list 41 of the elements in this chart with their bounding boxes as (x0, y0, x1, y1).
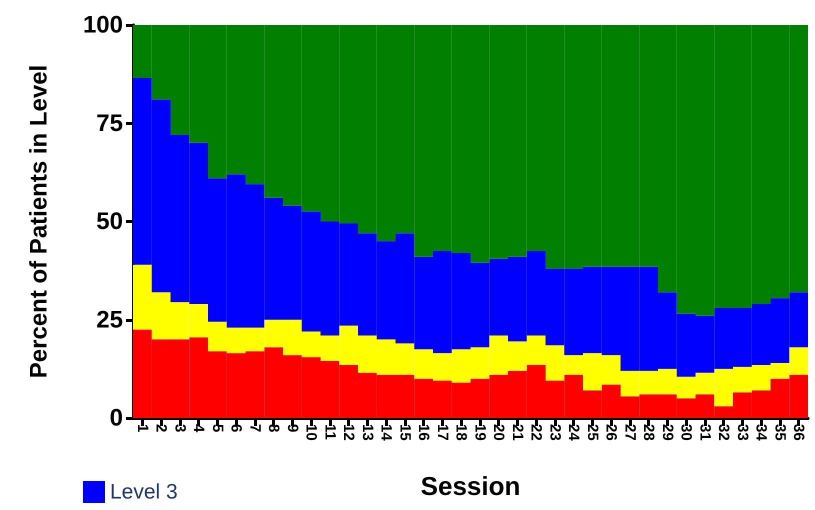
x-tick-label: 12 (340, 424, 358, 441)
x-tick-label: 26 (602, 424, 620, 441)
y-tick-label: 75 (96, 110, 123, 137)
x-tick-label: 11 (321, 424, 338, 440)
x-tick-label: 17 (434, 424, 451, 441)
x-tick-label: 15 (396, 424, 414, 441)
x-tick-label: 2 (152, 424, 170, 432)
x-tick-label: 34 (752, 424, 770, 442)
x-tick-label: 29 (658, 424, 676, 441)
x-tick-label: 10 (302, 424, 320, 441)
x-tick-label: 20 (490, 424, 508, 441)
x-tick-label: 5 (208, 424, 226, 432)
x-tick-label: 28 (640, 424, 658, 441)
legend-label: Level 3 (110, 480, 178, 504)
x-tick-label: 21 (508, 424, 526, 441)
x-tick-label: 33 (734, 424, 751, 441)
x-tick-label: 24 (565, 424, 582, 442)
x-tick-label: 30 (678, 424, 695, 441)
x-tick-label: 14 (378, 424, 395, 442)
x-axis-title: Session (420, 471, 520, 501)
y-tick-label: 0 (110, 404, 123, 432)
x-tick-label: 27 (621, 424, 638, 441)
x-tick-label: 3 (171, 424, 188, 432)
x-tick-label: 36 (790, 424, 808, 441)
x-tick-label: 25 (584, 424, 601, 441)
x-tick-label: 23 (546, 424, 564, 441)
x-tick-label: 18 (452, 424, 470, 441)
x-tick-label: 7 (246, 424, 264, 432)
x-tick-label: 19 (471, 424, 488, 441)
y-tick-label: 50 (96, 208, 123, 235)
y-tick-label: 25 (96, 306, 123, 334)
x-tick-label: 35 (771, 424, 788, 441)
x-tick-label: 13 (358, 424, 376, 441)
x-tick-label: 32 (715, 424, 732, 441)
x-tick-label: 9 (284, 424, 301, 432)
x-tick-label: 31 (696, 424, 714, 441)
x-tick-label: 22 (528, 424, 545, 441)
x-tick-label: 16 (415, 424, 432, 441)
y-axis-title: Percent of Patients in Level (26, 64, 52, 378)
y-tick-label: 100 (82, 12, 123, 38)
x-tick-label: 1 (134, 424, 151, 432)
